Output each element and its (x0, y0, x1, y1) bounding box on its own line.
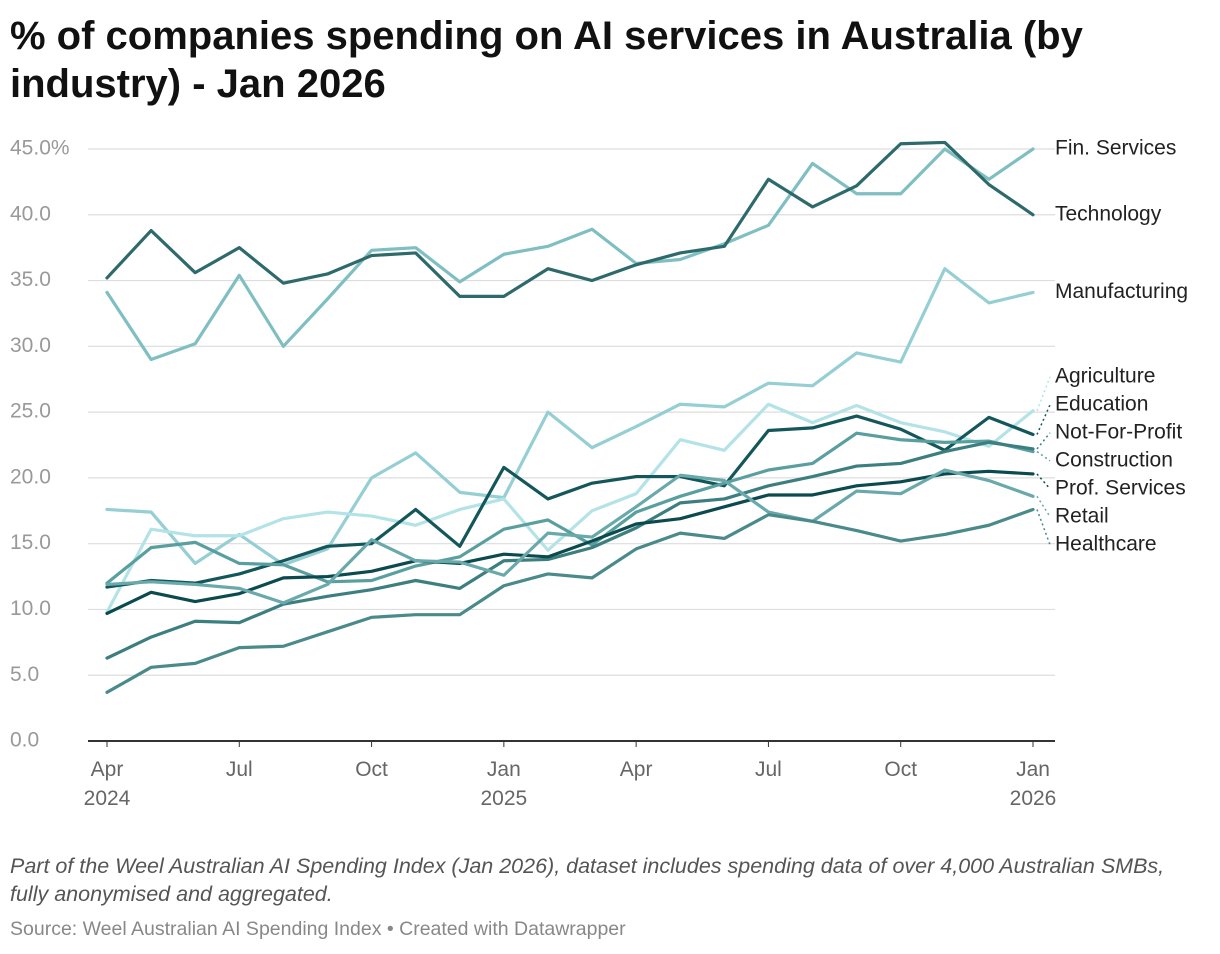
series-label: Education (1055, 392, 1148, 415)
description: Part of the Weel Australian AI Spending … (10, 854, 1165, 906)
series-label: Not-For-Profit (1055, 420, 1182, 443)
x-tick-label: Oct (884, 758, 918, 781)
series-label: Technology (1055, 202, 1162, 225)
label-leader (1036, 376, 1051, 412)
series-line (105, 402, 1035, 614)
y-tick-label: 15.0 (10, 531, 51, 554)
x-tick-label: Jan 2025 (480, 758, 528, 810)
series-label: Retail (1055, 504, 1109, 527)
series-line (105, 414, 1035, 589)
x-tick-label: Oct (355, 758, 388, 781)
series-line (105, 468, 1035, 605)
chart-title: % of companies spending on AI services i… (10, 14, 1083, 106)
label-leader (1036, 404, 1051, 435)
x-tick-label: Jul (754, 758, 782, 781)
series-line (105, 469, 1035, 615)
label-leader (1036, 495, 1051, 518)
label-leader (1036, 509, 1051, 546)
series-label: Prof. Services (1055, 476, 1186, 499)
y-tick-label: 30.0 (10, 334, 51, 357)
y-tick-label: 0.0 (10, 729, 39, 752)
series-line (105, 507, 1035, 694)
series-line (105, 431, 1035, 585)
y-tick-label: 20.0 (10, 465, 51, 488)
series-line (105, 267, 1035, 567)
y-tick-label: 10.0 (10, 597, 51, 620)
y-tick-label: 35.0 (10, 268, 51, 291)
label-leader (1036, 473, 1051, 490)
x-tick-label: Apr 2024 (83, 758, 131, 810)
series-line (105, 147, 1035, 362)
series-label: Agriculture (1055, 364, 1155, 387)
x-tick-label: Jul (225, 758, 253, 781)
series-line (105, 140, 1035, 298)
series-label: Fin. Services (1055, 137, 1176, 160)
label-leader (1036, 432, 1051, 450)
y-tick-label: 45.0% (10, 137, 70, 160)
y-tick-label: 25.0 (10, 400, 51, 423)
x-tick-label: Jan 2026 (1009, 758, 1057, 810)
series-line (105, 440, 1035, 660)
series-label: Construction (1055, 448, 1173, 471)
y-tick-label: 40.0 (10, 202, 51, 225)
series-label: Manufacturing (1055, 280, 1188, 303)
y-tick-label: 5.0 (10, 663, 39, 686)
x-tick-label: Apr (619, 758, 653, 781)
label-leader (1036, 450, 1051, 462)
series-label: Healthcare (1055, 532, 1157, 555)
source: Source: Weel Australian AI Spending Inde… (10, 918, 626, 940)
